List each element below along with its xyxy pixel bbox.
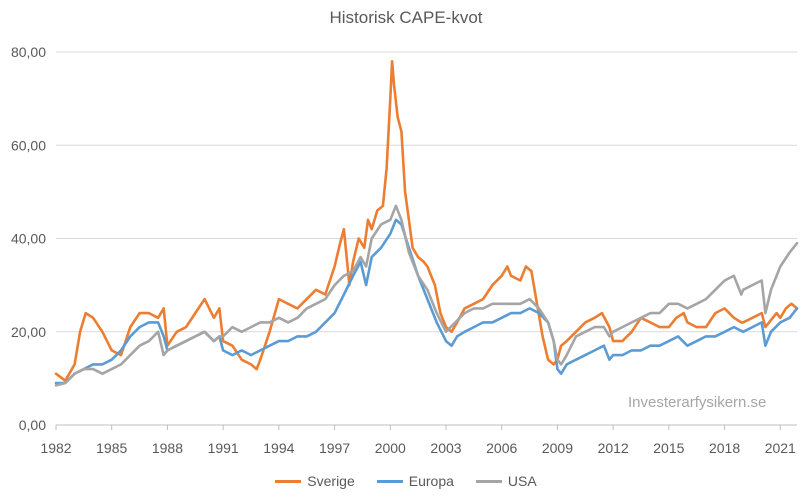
legend-label: Sverige: [307, 473, 355, 489]
legend-item-usa: USA: [475, 473, 537, 489]
x-tick-label: 2015: [653, 440, 684, 456]
legend-swatch: [275, 479, 302, 483]
y-tick-label: 20,00: [11, 324, 46, 340]
x-tick-label: 1988: [152, 440, 183, 456]
y-tick-label: 0,00: [19, 417, 46, 433]
x-tick-label: 1991: [208, 440, 239, 456]
series-line-europa: [54, 218, 799, 385]
legend-label: Europa: [408, 473, 454, 489]
x-tick-label: 2021: [765, 440, 796, 456]
legend-swatch: [376, 479, 403, 483]
y-tick-label: 40,00: [11, 231, 46, 247]
legend-item-sverige: Sverige: [275, 473, 355, 489]
chart-title: Historisk CAPE-kvot: [329, 8, 483, 27]
series-line-usa: [54, 204, 799, 387]
x-tick-label: 2009: [542, 440, 573, 456]
legend-swatch: [475, 479, 502, 483]
x-tick-label: 2000: [375, 440, 406, 456]
y-tick-label: 80,00: [11, 44, 46, 60]
x-tick-label: 1994: [263, 440, 294, 456]
x-tick-label: 2012: [598, 440, 629, 456]
chart-legend: Sverige Europa USA: [0, 470, 812, 492]
x-tick-label: 2003: [430, 440, 461, 456]
series-line-sverige: [54, 60, 799, 382]
legend-item-europa: Europa: [376, 473, 454, 489]
legend-label: USA: [507, 473, 537, 489]
watermark-text: Investerarfysikern.se: [628, 394, 767, 411]
x-tick-label: 1982: [40, 440, 71, 456]
x-tick-label: 2006: [486, 440, 517, 456]
x-tick-label: 1997: [319, 440, 350, 456]
y-tick-label: 60,00: [11, 137, 46, 153]
x-tick-label: 2018: [709, 440, 740, 456]
x-tick-label: 1985: [96, 440, 127, 456]
